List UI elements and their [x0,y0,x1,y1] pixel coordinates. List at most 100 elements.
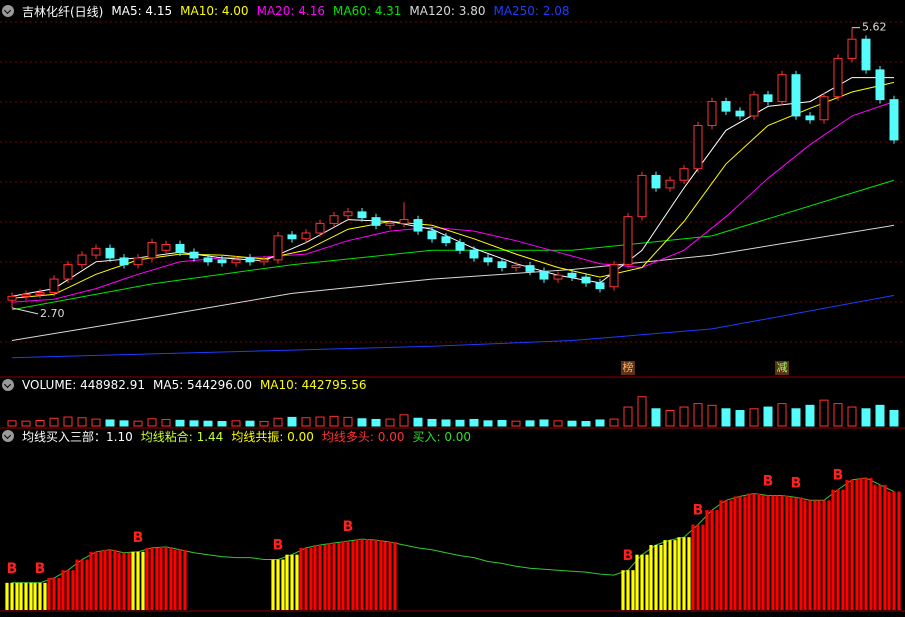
legend-entry: MA10: 4.00 [180,4,249,18]
indicator-bar [360,539,364,610]
candle-body [245,257,255,263]
volume-bar [721,408,731,427]
volume-bar [889,410,899,427]
ma-line [11,81,895,299]
indicator-bar [351,541,355,610]
indicator-bar [155,547,159,610]
indicator-bar [738,496,742,610]
indicator-bar [649,544,653,610]
candle-body [861,38,871,71]
volume-bar [847,406,857,427]
indicator-bar [752,493,756,610]
indicator-bar [761,495,765,610]
ma-line [11,77,894,297]
menu-icon[interactable] [2,430,14,442]
indicator-bar [19,582,23,610]
indicator-bar [771,495,775,610]
candle-body [875,69,885,101]
indicator-bar [365,539,369,610]
volume-bar [539,419,549,427]
candle-body [553,274,563,280]
volume-bar [329,415,339,427]
indicator-bar [626,570,630,610]
indicator-bar [47,577,51,610]
volume-bar [231,420,241,427]
volume-bar [637,396,647,427]
candle-body [581,276,591,284]
indicator-bar [117,552,121,610]
ma-line [11,294,895,359]
indicator-bar [659,544,663,610]
candle-body [35,291,45,295]
indicator-bar [845,479,849,610]
candle-body [91,247,101,256]
indicator-bar [822,500,826,610]
volume-bar [91,418,101,427]
legend-entry: MA5: 544296.00 [153,378,252,392]
legend-entry: 均线多头: 0.00 [321,429,405,444]
volume-bar [371,418,381,427]
indicator-bar [393,542,397,610]
indicator-bar [89,551,93,610]
candle-body [595,282,605,290]
candle-body [427,230,437,240]
indicator-bar [799,497,803,610]
indicator-bar [136,551,140,610]
candle-body [567,272,577,278]
candle-body [287,234,297,240]
candle-body [77,254,87,266]
buy-signal: B [623,548,634,564]
volume-bar [455,419,465,427]
volume-bar [511,420,521,427]
candle-body [203,257,213,263]
indicator-bar [668,540,672,610]
indicator-bar [696,524,700,610]
volume-bar [441,419,451,427]
indicator-bar [855,479,859,610]
indicator-bar [379,540,383,610]
candle-body [469,249,479,259]
indicator-bar [99,551,103,610]
candle-body [147,242,157,259]
indicator-bar [687,537,691,610]
candle-body [273,235,283,261]
indicator-bar [794,497,798,610]
indicator-bar [747,493,751,610]
marker-box [621,361,635,375]
volume-bar [385,418,395,427]
candle-body [721,101,731,112]
indicator-bar [150,547,154,610]
volume-bar [105,419,115,427]
buy-signal: B [763,473,774,489]
volume-bar [651,408,661,427]
volume-bar [707,404,717,427]
leader-line [11,307,39,315]
menu-icon[interactable] [2,379,14,391]
indicator-bar [113,549,117,610]
candle-body [385,222,395,226]
volume-bar [665,410,675,427]
volume-bar [119,420,129,427]
volume-bar [203,420,213,427]
volume-bar [35,419,45,427]
candle-body [763,94,773,103]
volume-bar [343,416,353,427]
indicator-bar [108,549,112,610]
buy-signal: B [693,503,704,519]
volume-bar [7,420,17,427]
legend-entry: 均线粘合: 1.44 [140,429,224,444]
indicator-bar [145,547,149,610]
candle-body [833,57,843,98]
candle-body [105,247,115,259]
volume-bar [609,418,619,427]
indicator-bar [271,559,275,610]
candle-body [329,215,339,224]
candle-body [357,211,367,219]
indicator-bar [883,484,887,610]
menu-icon[interactable] [2,5,14,17]
indicator-bar [873,484,877,610]
indicator-bar [323,544,327,610]
indicator-bar [15,582,19,610]
indicator-bar [85,559,89,610]
volume-bar [147,418,157,427]
